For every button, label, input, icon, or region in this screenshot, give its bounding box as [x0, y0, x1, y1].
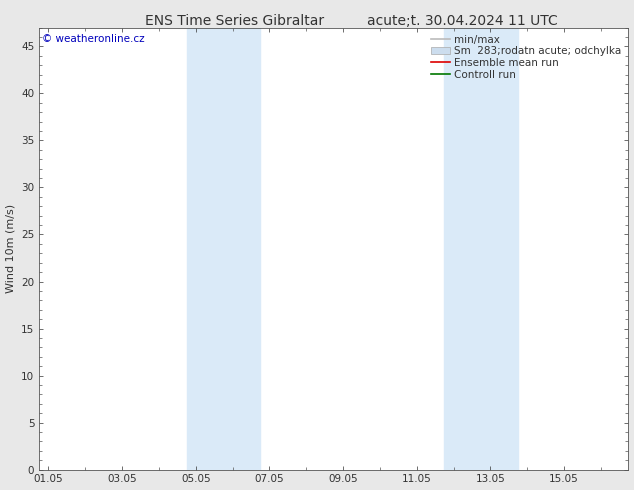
Text: acute;t. 30.04.2024 11 UTC: acute;t. 30.04.2024 11 UTC — [368, 14, 558, 28]
Text: ENS Time Series Gibraltar: ENS Time Series Gibraltar — [145, 14, 324, 28]
Bar — [444, 27, 518, 469]
Bar — [186, 27, 260, 469]
Text: © weatheronline.cz: © weatheronline.cz — [42, 34, 145, 44]
Y-axis label: Wind 10m (m/s): Wind 10m (m/s) — [6, 204, 16, 293]
Legend: min/max, Sm  283;rodatn acute; odchylka, Ensemble mean run, Controll run: min/max, Sm 283;rodatn acute; odchylka, … — [429, 33, 623, 82]
